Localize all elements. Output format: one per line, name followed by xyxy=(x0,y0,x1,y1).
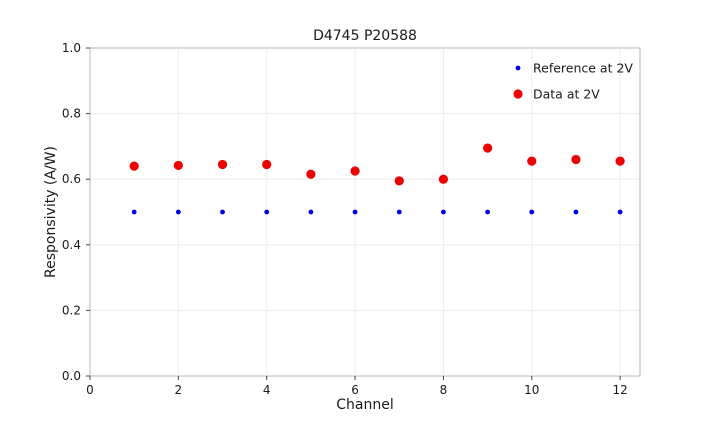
x-tick-label: 12 xyxy=(612,383,627,397)
data-point-data-at-2v xyxy=(262,159,272,170)
x-tick-label: 0 xyxy=(86,383,94,397)
data-point-reference-at-2v xyxy=(264,209,270,215)
x-tick-label: 4 xyxy=(263,383,271,397)
y-tick-label: 0.4 xyxy=(62,238,81,252)
x-tick-label: 6 xyxy=(351,383,359,397)
data-point-data-at-2v xyxy=(438,174,449,184)
y-tick-label: 0.8 xyxy=(62,107,81,121)
data-point-reference-at-2v xyxy=(175,209,181,215)
y-axis-label: Responsivity (A/W) xyxy=(43,146,59,278)
x-axis-label: Channel xyxy=(336,397,393,413)
data-point-data-at-2v xyxy=(217,159,228,170)
y-tick-label: 0.0 xyxy=(62,369,81,383)
legend-label: Reference at 2V xyxy=(533,61,633,76)
legend-marker xyxy=(515,65,521,71)
legend-label: Data at 2V xyxy=(533,87,600,102)
data-point-reference-at-2v xyxy=(573,209,579,215)
data-point-reference-at-2v xyxy=(352,209,358,215)
data-point-reference-at-2v xyxy=(485,209,490,215)
data-point-reference-at-2v xyxy=(220,209,225,215)
x-tick-label: 8 xyxy=(440,383,448,397)
data-point-data-at-2v xyxy=(571,154,581,165)
data-point-data-at-2v xyxy=(615,156,625,166)
data-point-data-at-2v xyxy=(173,160,183,171)
plot-area: 0 2 4 6 8 10 12 0.0 0.2 0.4 0.6 0.8 1.0 Reference at … xyxy=(62,41,641,397)
legend-marker xyxy=(513,89,523,99)
data-point-data-at-2v xyxy=(306,169,316,179)
data-point-reference-at-2v xyxy=(131,209,137,215)
x-tick-label: 10 xyxy=(524,383,539,397)
data-point-reference-at-2v xyxy=(396,209,402,215)
data-point-data-at-2v xyxy=(527,156,537,166)
data-point-reference-at-2v xyxy=(441,209,446,215)
data-point-data-at-2v xyxy=(482,143,493,153)
chart-title: D4745 P20588 xyxy=(313,28,417,44)
plot-background xyxy=(90,48,640,376)
data-point-data-at-2v xyxy=(350,166,360,176)
data-point-reference-at-2v xyxy=(308,209,314,215)
y-tick-label: 0.6 xyxy=(62,172,81,186)
data-point-data-at-2v xyxy=(394,176,404,186)
y-tick-label: 1.0 xyxy=(62,41,81,55)
data-point-reference-at-2v xyxy=(529,209,535,215)
y-tick-label: 0.2 xyxy=(62,303,81,317)
data-point-data-at-2v xyxy=(129,161,139,171)
axes-border xyxy=(89,47,641,377)
x-tick-label: 2 xyxy=(175,383,183,397)
data-point-reference-at-2v xyxy=(617,209,623,215)
